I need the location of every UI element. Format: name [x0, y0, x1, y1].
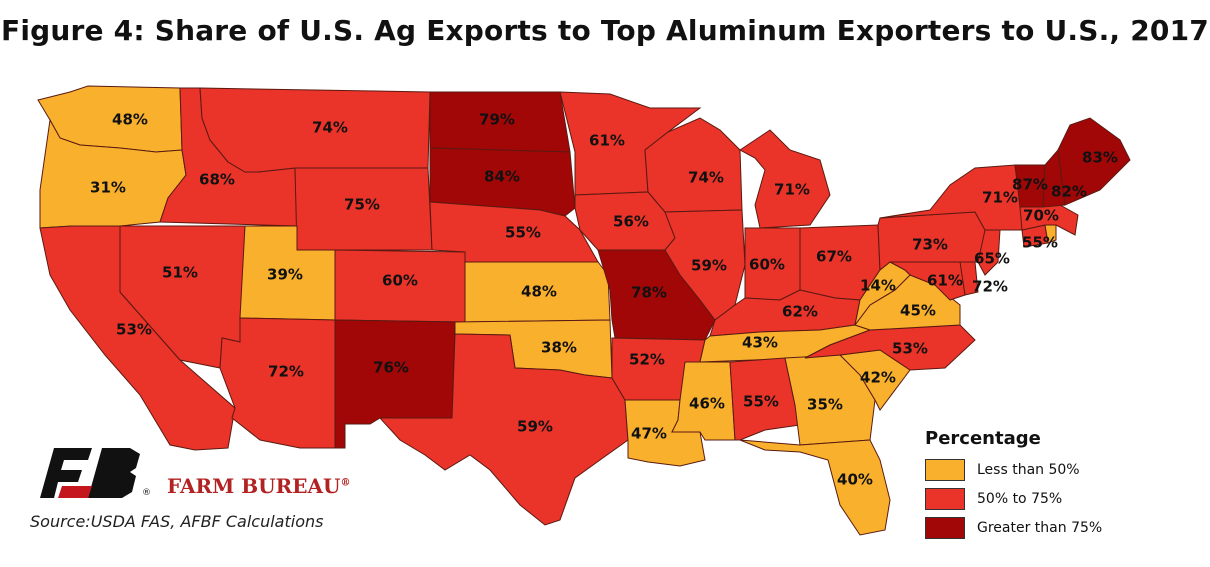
state-label-ne: 55% [505, 224, 541, 242]
state-label-ia: 56% [613, 213, 649, 231]
state-label-ky: 62% [782, 303, 818, 321]
fb-monogram-icon [40, 448, 140, 498]
state-label-fl: 40% [837, 471, 873, 489]
state-label-nj: 65% [974, 250, 1010, 268]
legend-label: Less than 50% [977, 462, 1080, 478]
state-label-ut: 39% [267, 266, 303, 284]
state-label-in: 60% [749, 256, 785, 274]
legend-item: Less than 50% [925, 457, 1102, 483]
state-label-ok: 38% [541, 339, 577, 357]
state-label-wy: 75% [344, 196, 380, 214]
state-label-il: 59% [691, 257, 727, 275]
state-label-wi: 74% [688, 169, 724, 187]
state-label-ma: 70% [1023, 207, 1059, 225]
logo-text: FARM BUREAU [167, 474, 341, 498]
state-label-ca: 53% [116, 321, 152, 339]
state-ma [1019, 204, 1079, 236]
source-note: Source:USDA FAS, AFBF Calculations [30, 512, 324, 531]
state-label-ks: 48% [521, 283, 557, 301]
state-label-va: 45% [900, 302, 936, 320]
state-label-co: 60% [382, 272, 418, 290]
state-label-az: 72% [268, 363, 304, 381]
state-mt [199, 87, 431, 173]
legend-item: Greater than 75% [925, 515, 1102, 541]
state-label-md: 61% [927, 272, 963, 290]
state-label-al: 55% [743, 393, 779, 411]
state-label-mt: 74% [312, 119, 348, 137]
state-label-tn: 43% [742, 334, 778, 352]
state-label-mn: 61% [589, 132, 625, 150]
state-label-wa: 48% [112, 111, 148, 129]
state-label-ct: 55% [1022, 234, 1058, 252]
state-label-ny: 71% [982, 189, 1018, 207]
legend-swatch-mid [925, 488, 965, 510]
state-label-nh: 82% [1051, 183, 1087, 201]
state-label-oh: 67% [816, 248, 852, 266]
state-label-sd: 84% [484, 168, 520, 186]
state-me [1057, 117, 1131, 206]
state-label-ar: 52% [629, 351, 665, 369]
state-label-mo: 78% [631, 284, 667, 302]
state-label-nc: 53% [892, 340, 928, 358]
state-label-ga: 35% [807, 396, 843, 414]
state-label-nd: 79% [479, 111, 515, 129]
state-label-wv: 14% [860, 277, 896, 295]
legend-swatch-low [925, 459, 965, 481]
legend-label: 50% to 75% [977, 491, 1063, 507]
farm-bureau-wordmark: FARM BUREAU® [167, 474, 350, 498]
legend-title: Percentage [925, 428, 1041, 449]
logo-registered-mark: ® [142, 488, 151, 498]
legend-label: Greater than 75% [977, 520, 1103, 536]
legend-item: 50% to 75% [925, 486, 1102, 512]
logo-text-mark: ® [340, 477, 351, 489]
state-label-id: 68% [199, 171, 235, 189]
state-label-de: 72% [972, 278, 1008, 296]
state-il [664, 209, 746, 321]
state-label-ms: 46% [689, 395, 725, 413]
state-label-la: 47% [631, 425, 667, 443]
state-label-pa: 73% [912, 236, 948, 254]
state-label-nv: 51% [162, 264, 198, 282]
map-title: Figure 4: Share of U.S. Ag Exports to To… [1, 14, 1209, 47]
state-label-mi: 71% [774, 181, 810, 199]
state-fl [739, 439, 891, 536]
state-tx [378, 333, 629, 526]
farm-bureau-logo: ® [32, 442, 151, 506]
state-mi [739, 129, 831, 229]
state-label-tx: 59% [517, 418, 553, 436]
legend: Percentage Less than 50% 50% to 75% Grea… [925, 428, 1102, 544]
state-label-me: 83% [1082, 149, 1118, 167]
state-ks [464, 261, 611, 323]
state-label-vt: 87% [1012, 176, 1048, 194]
state-label-nm: 76% [373, 359, 409, 377]
legend-swatch-high [925, 517, 965, 539]
state-label-sc: 42% [860, 369, 896, 387]
state-label-or: 31% [90, 179, 126, 197]
